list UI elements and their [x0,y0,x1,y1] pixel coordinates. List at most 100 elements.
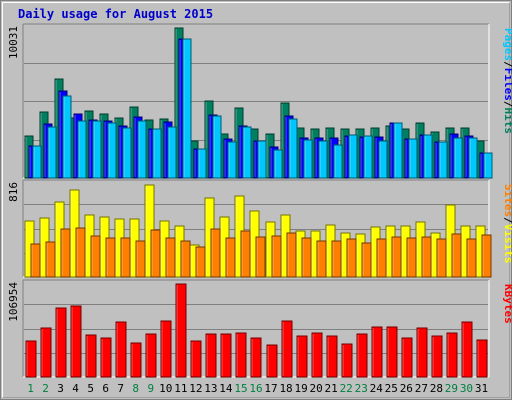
bar [130,342,142,378]
x-tick-label: 31 [475,382,488,395]
bar [296,335,308,378]
x-tick-label: 11 [174,382,187,395]
bar [376,238,387,278]
bar [421,236,432,278]
bar [255,236,266,278]
bar [120,237,131,278]
x-tick-label: 20 [310,382,323,395]
bar [311,332,323,378]
bar [361,242,372,278]
bar [107,122,117,179]
bar [436,238,447,278]
bar [378,140,388,179]
bar [281,320,293,378]
bar [25,340,37,378]
y-max-label: 106954 [7,282,20,322]
x-tick-label: 2 [42,382,49,395]
legend-entry: KBytes [502,284,512,324]
bar [150,229,161,278]
bar [481,234,492,278]
bar [401,337,413,378]
x-tick-label: 1 [27,382,34,395]
bar [356,333,368,378]
x-tick-label: 4 [72,382,79,395]
bar [446,332,458,378]
bar [92,120,102,179]
y-max-label: 10031 [7,26,20,59]
bar [77,120,87,179]
bar [195,246,206,278]
y-max-label: 816 [7,182,20,202]
x-tick-label: 27 [415,382,428,395]
bar [100,337,112,378]
bar [175,283,187,378]
bar [90,235,101,278]
bar [303,139,313,179]
bar [197,148,207,179]
bar [391,236,402,278]
legend-entry: / [502,101,512,108]
bar [286,232,297,278]
bar [423,134,433,179]
legend-entry: Visits [502,224,512,264]
x-tick-label: 16 [249,382,262,395]
bar [210,228,221,278]
bar [122,127,132,179]
bar [371,326,383,378]
bar [451,233,462,278]
bar [331,240,342,278]
bar [341,343,353,378]
bar [393,122,403,179]
bar [476,339,488,378]
bar [55,307,67,378]
bar [466,238,477,278]
x-tick-label: 26 [400,382,413,395]
bar [348,134,358,179]
x-tick-label: 22 [340,382,353,395]
bar [182,38,192,179]
bar [468,137,478,179]
bar [416,327,428,378]
legend-entry: Hits [502,108,512,135]
bar [137,120,147,179]
x-tick-label: 21 [325,382,338,395]
bar [386,326,398,378]
bar [266,344,278,378]
x-tick-label: 3 [57,382,64,395]
bar [45,241,56,278]
legend: Sites/Visits [502,184,512,264]
bar [461,321,473,378]
bar [40,327,52,378]
bar [167,126,177,179]
x-tick-label: 13 [204,382,217,395]
bar [85,334,97,378]
bar [326,335,338,378]
bar [190,340,202,378]
legend-entry: Files [502,68,512,101]
bar [227,141,237,179]
chart-title: Daily usage for August 2015 [18,7,214,21]
bar [431,335,443,378]
legend-entry: / [502,61,512,68]
bar [205,333,217,378]
bar [408,138,418,179]
legend-entry: / [502,217,512,224]
bar [75,227,86,278]
x-tick-label: 28 [430,382,443,395]
bar [453,137,463,179]
bar [257,140,267,179]
bar [180,240,191,278]
legend: Pages/Files/Hits [502,28,512,134]
x-tick-label: 15 [234,382,247,395]
legend-entry: Pages [502,28,512,61]
bar [406,237,417,278]
bar [346,238,357,278]
bar [47,126,57,179]
x-tick-label: 9 [147,382,154,395]
bar [60,228,71,278]
bar [220,333,232,378]
x-tick-label: 6 [102,382,109,395]
bar [62,95,72,179]
